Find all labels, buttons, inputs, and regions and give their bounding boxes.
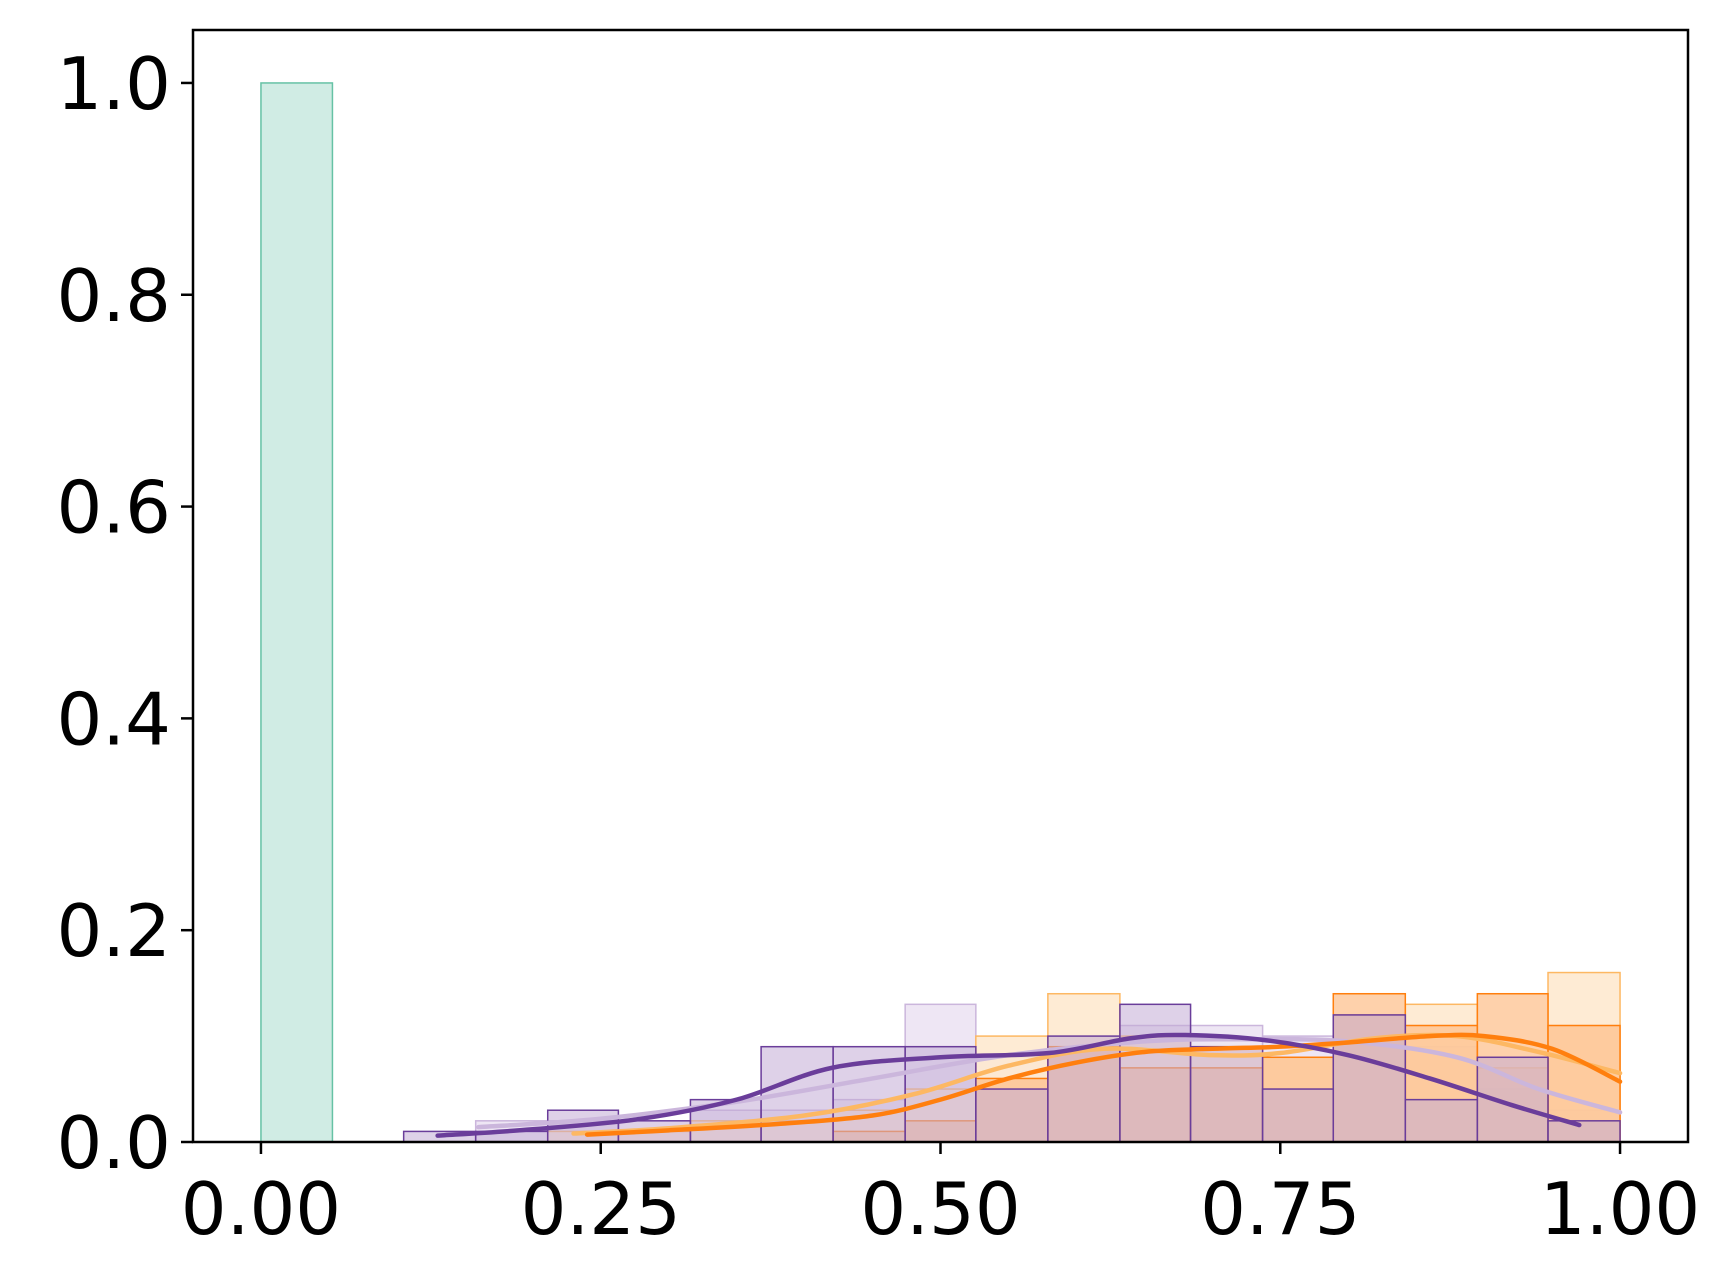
y-tick-label: 0.0 — [56, 1101, 171, 1185]
y-tick-label: 1.0 — [56, 42, 171, 126]
histogram-bars — [260, 82, 1621, 1143]
series-4-bar-11 — [1189, 1045, 1264, 1143]
series-4-bar-13 — [1332, 1014, 1407, 1143]
series-4-kde-line — [435, 1032, 1582, 1138]
series-0-bars — [260, 82, 334, 1143]
series-4-bar-16 — [1547, 1120, 1621, 1143]
y-tick-label: 0.8 — [56, 254, 171, 338]
x-tick-label: 1.00 — [1540, 1167, 1700, 1251]
series-1-kde-line — [476, 1036, 1623, 1130]
x-tick-label: 0.00 — [181, 1167, 341, 1251]
series-3-kde-line — [584, 1032, 1623, 1137]
x-tick-label: 0.25 — [521, 1167, 681, 1251]
series-4-bar-14 — [1404, 1098, 1479, 1143]
series-0-bar-0 — [260, 82, 334, 1143]
x-axis: 0.00 0.25 0.50 0.75 1.00 — [181, 1142, 1700, 1251]
y-tick-label: 0.4 — [56, 677, 171, 761]
series-4-bar-12 — [1261, 1088, 1335, 1143]
y-tick-label: 0.2 — [56, 889, 171, 973]
x-tick-label: 0.50 — [860, 1167, 1020, 1251]
series-4-bar-10 — [1119, 1003, 1192, 1143]
plot-frame — [191, 28, 1690, 1144]
series-4-bar-8 — [975, 1088, 1049, 1143]
kde-curves — [435, 1032, 1623, 1138]
y-axis: 0.0 0.2 0.4 0.6 0.8 1.0 — [56, 42, 193, 1185]
y-tick-label: 0.6 — [56, 466, 171, 550]
x-tick-label: 0.75 — [1200, 1167, 1360, 1251]
